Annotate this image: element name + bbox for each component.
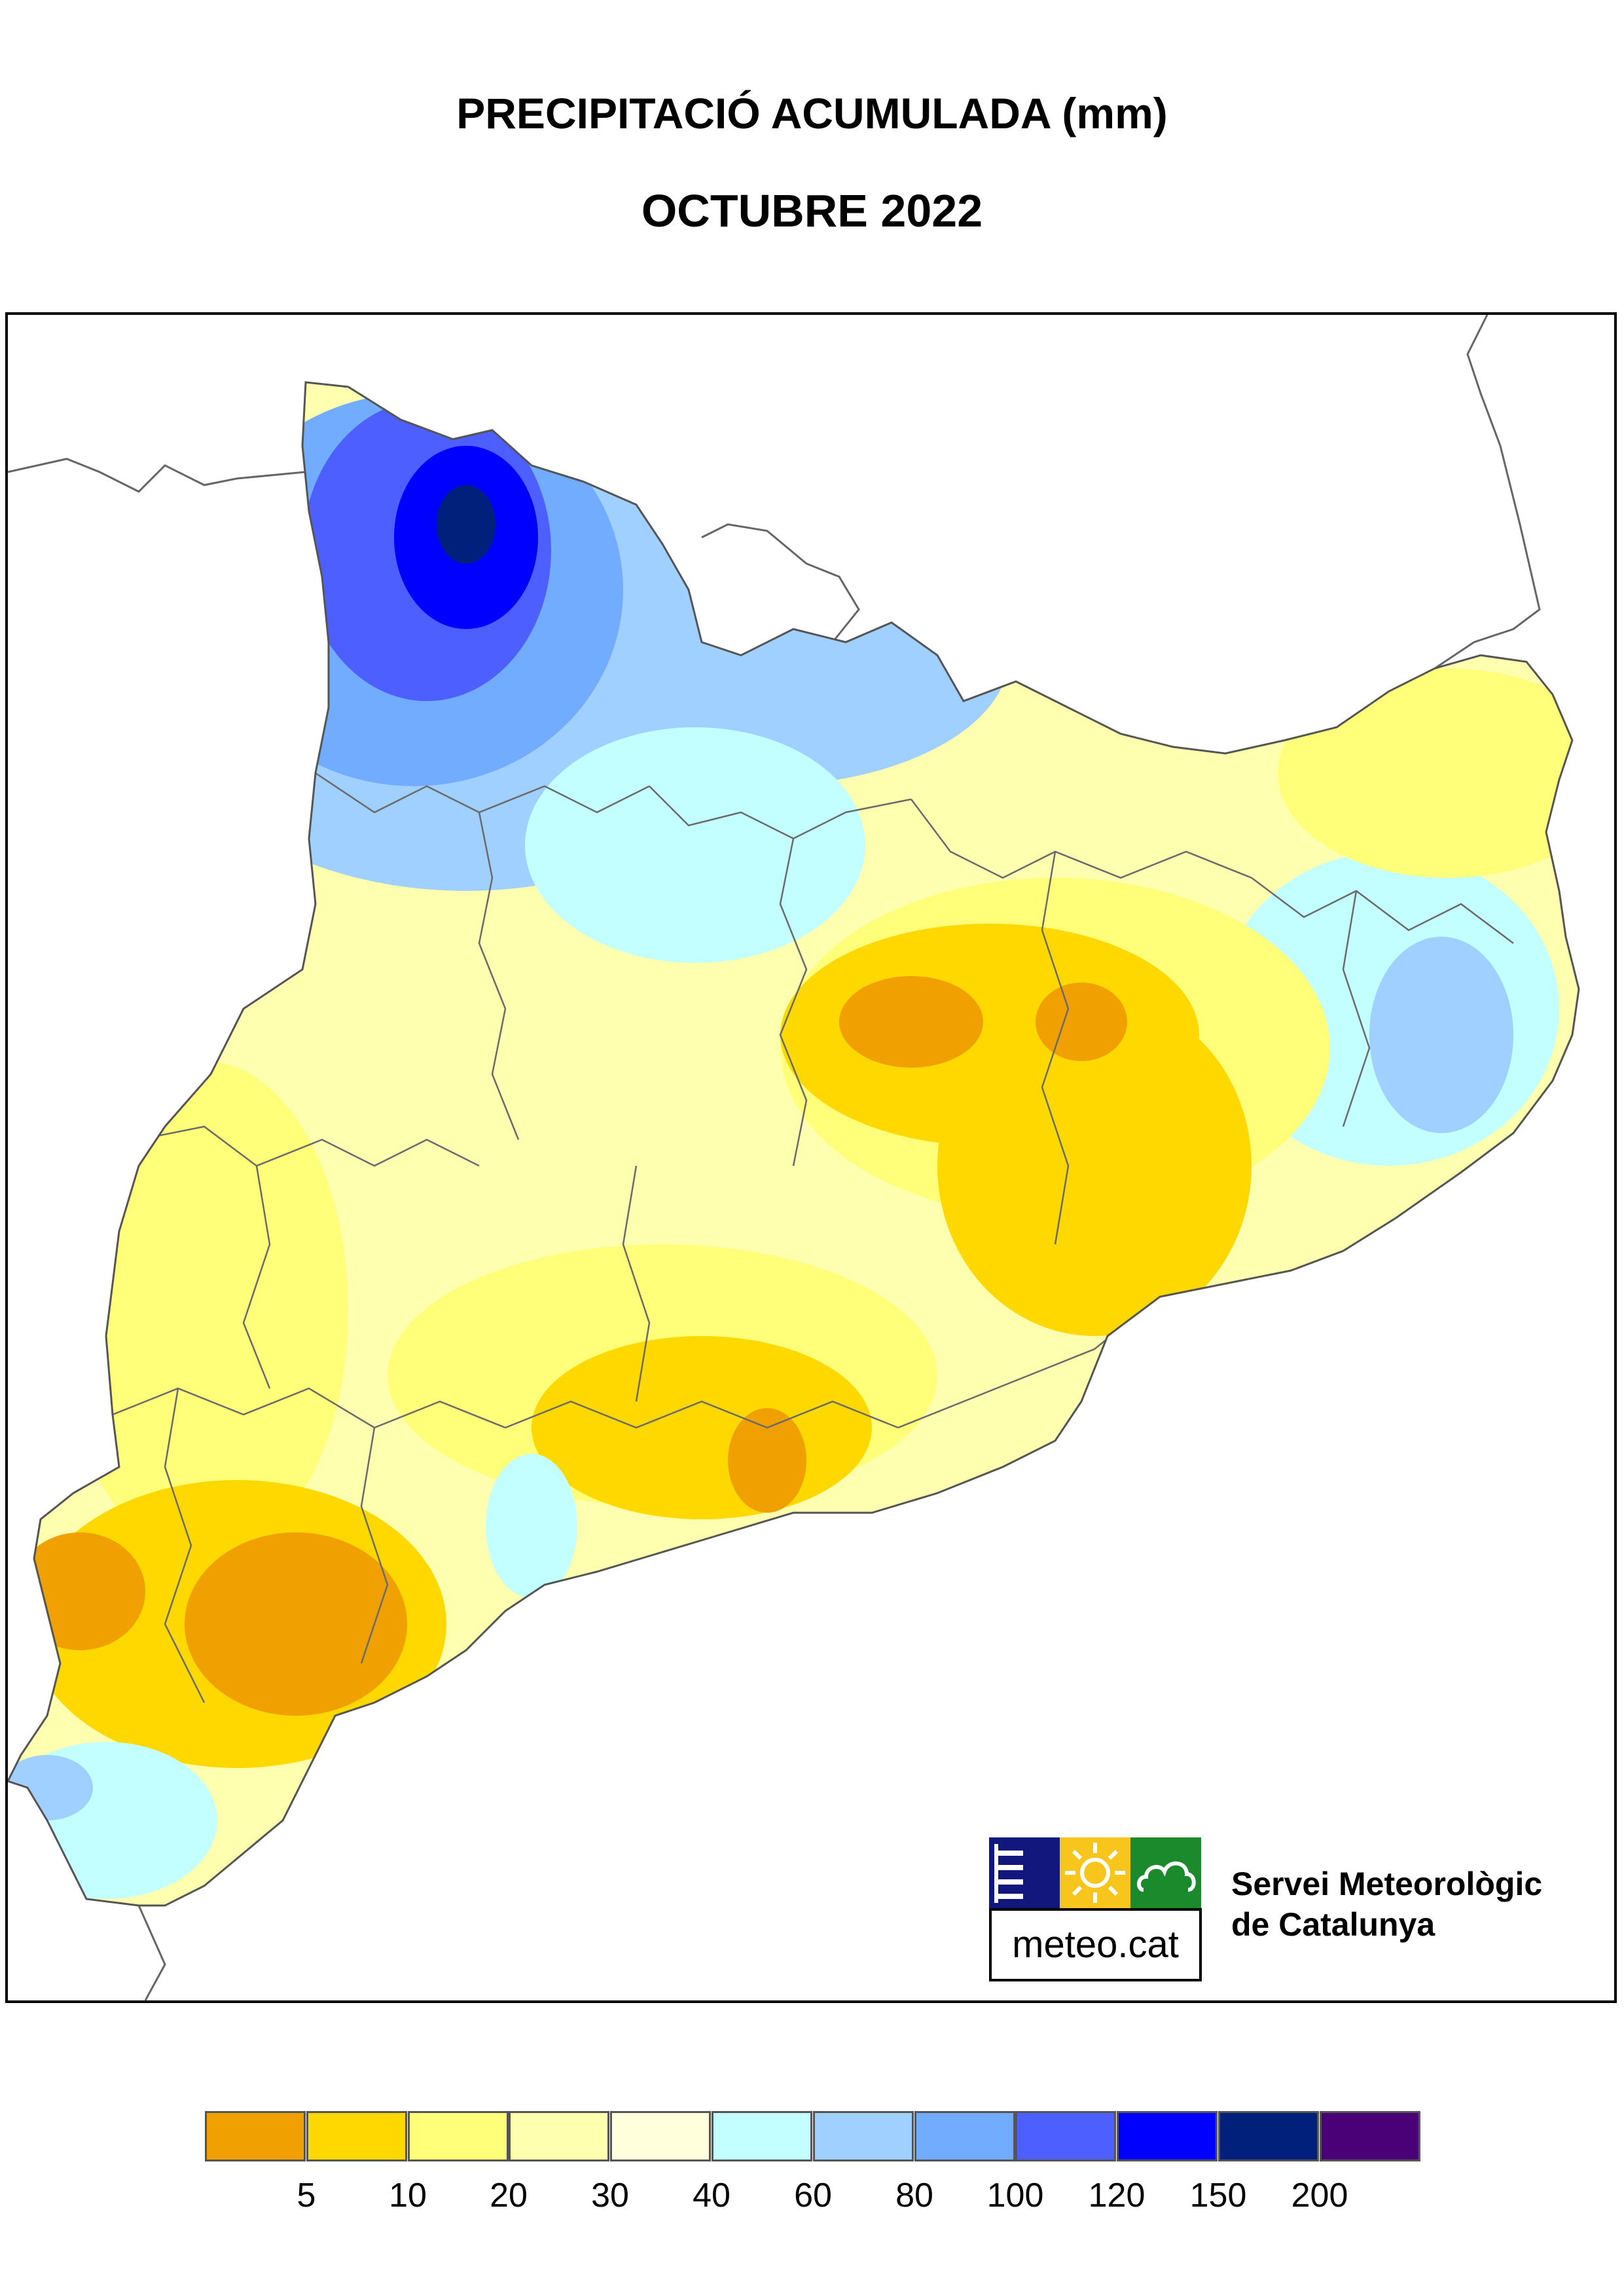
- border-line: [701, 523, 860, 643]
- legend-swatch: [914, 2111, 1015, 2161]
- comarca-boundaries: [112, 772, 1514, 1703]
- legend-label: 150: [1189, 2177, 1247, 2214]
- legend-swatch: [408, 2111, 509, 2161]
- map-title: PRECIPITACIÓ ACUMULADA (mm): [456, 89, 1168, 137]
- legend-swatch: [306, 2111, 407, 2161]
- logo-label: meteo.cat: [989, 1908, 1202, 1981]
- sun-icon: [1060, 1837, 1130, 1908]
- map-subtitle: OCTUBRE 2022: [641, 185, 983, 236]
- legend-label: 60: [794, 2177, 832, 2214]
- legend-label: 120: [1088, 2177, 1146, 2214]
- map-frame: meteo.cat Servei Meteorològic de Catalun…: [5, 312, 1617, 2003]
- legend-label: 200: [1291, 2177, 1348, 2214]
- legend-label: 20: [490, 2177, 528, 2214]
- legend-swatch: [1320, 2111, 1420, 2161]
- legend-swatch: [1117, 2111, 1218, 2161]
- legend-swatch: [1015, 2111, 1116, 2161]
- menu-lines-icon: [989, 1837, 1060, 1908]
- border-line: [8, 458, 306, 493]
- legend-swatch: [610, 2111, 711, 2161]
- legend-swatch: [1218, 2111, 1319, 2161]
- organization-line-1: Servei Meteorològic: [1231, 1866, 1543, 1902]
- legend-label: 5: [297, 2177, 316, 2214]
- organization-line-2: de Catalunya: [1231, 1906, 1435, 1943]
- legend-swatch: [509, 2111, 609, 2161]
- legend-swatch: [205, 2111, 306, 2161]
- legend-label: 10: [389, 2177, 427, 2214]
- legend-swatch: [813, 2111, 914, 2161]
- region-outline: [8, 381, 1580, 1907]
- border-line: [137, 1905, 166, 2000]
- legend-label: 40: [693, 2177, 731, 2214]
- color-legend: [205, 2111, 1421, 2165]
- cloud-icon: [1130, 1837, 1201, 1908]
- precipitation-map: [8, 315, 1580, 2000]
- legend-label: 30: [591, 2177, 629, 2214]
- organization-name: Servei Meteorològic de Catalunya: [1231, 1864, 1542, 1945]
- legend-label: 80: [895, 2177, 933, 2214]
- meteocat-logo: meteo.cat: [989, 1837, 1202, 1981]
- legend-label: 100: [986, 2177, 1044, 2214]
- precipitation-field: [8, 382, 1579, 1906]
- legend-swatch: [712, 2111, 812, 2161]
- border-line: [1434, 315, 1541, 670]
